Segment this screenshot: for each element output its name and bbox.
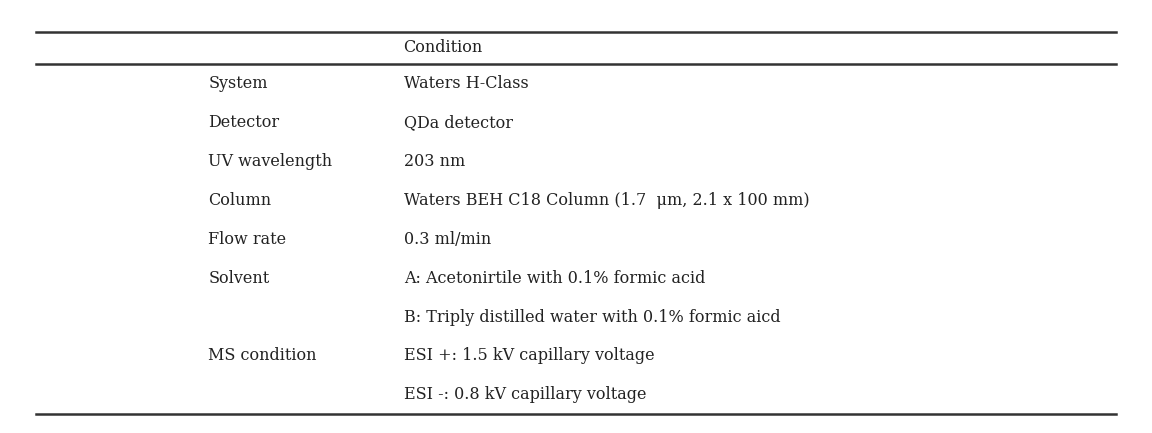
Text: Condition: Condition bbox=[403, 39, 483, 56]
Text: ESI +: 1.5 kV capillary voltage: ESI +: 1.5 kV capillary voltage bbox=[403, 347, 654, 365]
Text: System: System bbox=[209, 75, 267, 92]
Text: Flow rate: Flow rate bbox=[209, 231, 287, 248]
Text: MS condition: MS condition bbox=[209, 347, 317, 365]
Text: Solvent: Solvent bbox=[209, 270, 270, 287]
Text: Waters H-Class: Waters H-Class bbox=[403, 75, 529, 92]
Text: A: Acetonirtile with 0.1% formic acid: A: Acetonirtile with 0.1% formic acid bbox=[403, 270, 705, 287]
Text: 203 nm: 203 nm bbox=[403, 153, 465, 170]
Text: B: Triply distilled water with 0.1% formic aicd: B: Triply distilled water with 0.1% form… bbox=[403, 308, 780, 326]
Text: UV wavelength: UV wavelength bbox=[209, 153, 333, 170]
Text: Waters BEH C18 Column (1.7  μm, 2.1 x 100 mm): Waters BEH C18 Column (1.7 μm, 2.1 x 100… bbox=[403, 192, 809, 209]
Text: Detector: Detector bbox=[209, 114, 280, 131]
Text: 0.3 ml/min: 0.3 ml/min bbox=[403, 231, 491, 248]
Text: QDa detector: QDa detector bbox=[403, 114, 513, 131]
Text: Column: Column bbox=[209, 192, 272, 209]
Text: ESI -: 0.8 kV capillary voltage: ESI -: 0.8 kV capillary voltage bbox=[403, 386, 646, 404]
